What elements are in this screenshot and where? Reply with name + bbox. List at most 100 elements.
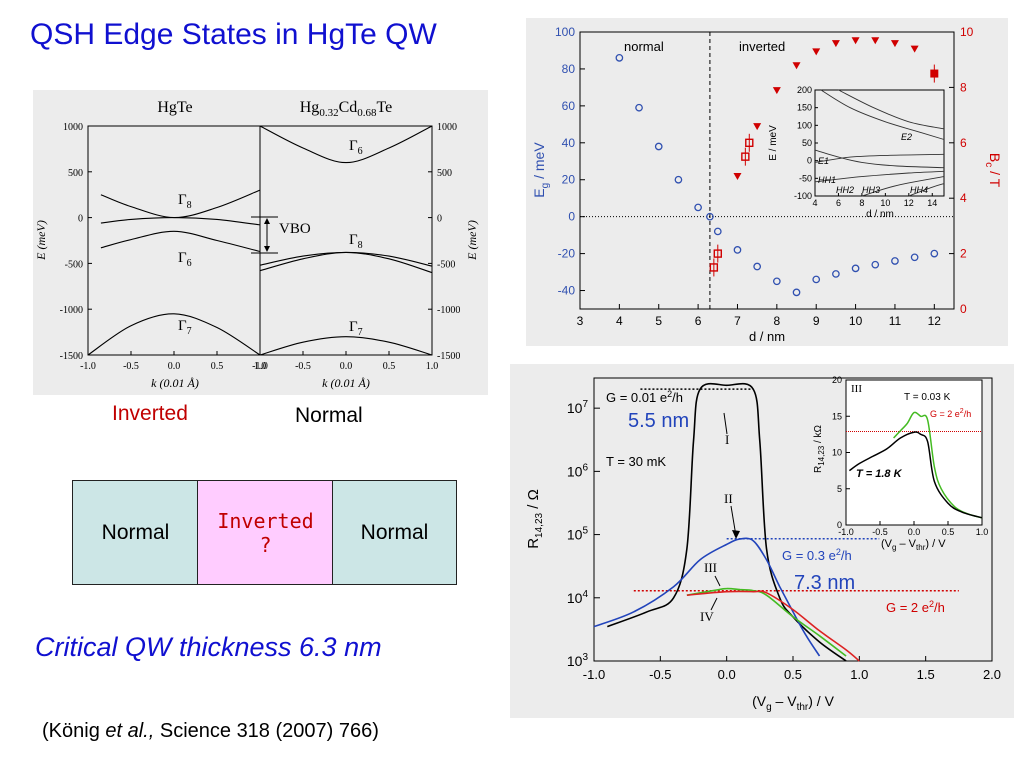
gap-point-1-2 [772, 87, 781, 95]
gap-inset-ytick-label-6: -100 [794, 191, 812, 201]
band-label-gamma6-right: Γ6 [349, 138, 363, 157]
gap-xtick-label-2: 5 [655, 314, 662, 328]
band-ytick-label-left-2: 0 [78, 214, 83, 225]
band-ytick-label-left-1: 500 [68, 168, 83, 179]
band-ytick-label-left-0: 1000 [63, 122, 83, 133]
gap-inset-band-label-4: HH3 [862, 185, 880, 195]
band-label-gamma7-left: Γ7 [178, 318, 192, 337]
gap-inset-xtick-label-2: 8 [859, 198, 864, 208]
gap-inset-ylabel: E / meV [768, 125, 779, 161]
gap-inset-ytick-label-2: 100 [797, 120, 812, 130]
gap-point-0-4 [694, 203, 702, 212]
gap-inset-curve-5 [861, 176, 945, 197]
gap-inset-ytick-label-4: 0 [807, 156, 812, 166]
res-inset-ytick-label-4: 0 [837, 520, 842, 530]
gap-point-2-3 [745, 138, 754, 148]
res-inset-g2: G = 2 e2/h [930, 408, 971, 419]
res-xtick-label-6: 2.0 [983, 667, 1001, 682]
gap-point-0-11 [812, 275, 821, 284]
band-label-gamma6-left: Γ6 [178, 250, 192, 269]
gap-point-0-14 [871, 260, 880, 269]
vbo-arrow-head-down [264, 246, 270, 252]
inverted-label: Inverted [112, 402, 188, 425]
gap-region-normal: normal [624, 39, 664, 54]
gap-xtick-label-6: 9 [813, 314, 820, 328]
gap-inset-xtick-label-1: 6 [836, 198, 841, 208]
gap-point-1-5 [831, 40, 840, 48]
res-ytick-label-1: 106 [567, 462, 589, 479]
schematic-left-text: Normal [101, 520, 170, 544]
band-left-xlabel: k (0.01 Å) [151, 376, 199, 390]
res-xtick-label-3: 0.5 [784, 667, 802, 682]
band-ytick-label-right-0: 1000 [437, 122, 457, 133]
gap-point-0-15 [891, 257, 899, 265]
gap-ytick-label-7: -40 [558, 284, 576, 298]
res-annotation-55nm: 5.5 nm [628, 410, 689, 432]
band-structure-panel: HgTe Hg0.32Cd0.68Te -1.0 -0.5 0.0 0.5 1.0 100… [33, 90, 488, 395]
res-curve-iii [686, 587, 847, 657]
vbo-arrow-head-up [264, 218, 270, 224]
gap-inset-xtick-label-5: 14 [927, 198, 937, 208]
gap-y2tick-label-4: 2 [960, 247, 967, 261]
gap-point-0-16 [910, 253, 919, 262]
band-label-gamma7-right: Γ7 [349, 319, 363, 338]
gap-inset-curve-3 [814, 153, 945, 163]
res-inset-xtick-label-3: 0.5 [942, 527, 955, 537]
res-curve-iv [686, 590, 860, 662]
res-inset-xtick-label-4: 1.0 [976, 527, 989, 537]
normal-label: Normal [295, 404, 363, 427]
res-arrow-i [723, 412, 728, 435]
gap-point-2-0 [709, 263, 719, 272]
slide-title: QSH Edge States in HgTe QW [30, 18, 437, 51]
gap-region-inverted: inverted [739, 39, 785, 54]
gap-inset-ytick-label-1: 150 [797, 103, 812, 113]
gap-xtick-label-1: 4 [616, 314, 623, 328]
gap-point-2-2 [741, 152, 750, 161]
gap-inset-frame [814, 89, 945, 197]
res-xlabel: (Vg – Vthr) / V [752, 693, 834, 713]
res-arrow-iii [714, 575, 721, 587]
gap-xtick-label-3: 6 [695, 314, 702, 328]
gap-point-0-0 [615, 54, 624, 62]
gap-inset-xtick-label-4: 12 [904, 198, 914, 208]
res-xtick-label-2: 0.0 [718, 667, 736, 682]
gap-point-1-0 [733, 173, 742, 181]
reference-prefix: (König [42, 720, 106, 742]
res-inset-t003: T = 0.03 K [904, 392, 951, 403]
gap-point-0-6 [713, 227, 722, 236]
band-curve-left-2 [100, 230, 261, 253]
gap-inset-ytick-label-5: -50 [799, 173, 812, 183]
reference-suffix: Science 318 (2007) 766) [154, 720, 379, 742]
res-inset-xtick-label-1: -0.5 [872, 527, 888, 537]
schematic-left-normal: Normal [72, 480, 199, 585]
gap-inset-xtick-label-0: 4 [812, 198, 817, 208]
band-right-title: Hg0.32Cd0.68Te [300, 99, 393, 119]
vbo-label: VBO [279, 221, 311, 237]
band-ytick-label-right-2: 0 [437, 214, 442, 225]
gap-point-1-7 [871, 37, 880, 45]
gap-xlabel: d / nm [749, 329, 785, 344]
res-xtick-label-5: 1.5 [917, 667, 935, 682]
gap-point-1-4 [812, 48, 821, 56]
res-annotation-temperature: T = 30 mK [606, 454, 666, 469]
band-curve-left-3 [87, 313, 261, 356]
gap-inset-band-label-1: E1 [818, 156, 829, 166]
band-ytick-label-right-1: 500 [437, 168, 452, 179]
band-left-ylabel: E (meV) [34, 220, 48, 261]
gap-inset-ytick-label-3: 50 [802, 138, 812, 148]
gap-ytick-label-1: 80 [562, 62, 576, 76]
schematic-middle-line1: Inverted [217, 508, 314, 533]
band-label-gamma8-right: Γ8 [349, 232, 363, 251]
gap-inset-ytick-label-0: 200 [797, 85, 812, 95]
gap-xtick-label-5: 8 [773, 314, 780, 328]
res-inset-frame [845, 379, 983, 526]
gap-point-1-9 [910, 45, 919, 53]
res-inset-xtick-label-0: -1.0 [838, 527, 854, 537]
gap-inset-band-label-0: E2 [901, 132, 912, 142]
schematic-middle-line2: ? [259, 532, 272, 557]
gap-point-1-1 [753, 123, 762, 131]
band-right-frame [259, 125, 433, 356]
res-ytick-label-3: 104 [567, 589, 589, 606]
res-annotation-g001: G = 0.01 e2/h [606, 389, 683, 405]
